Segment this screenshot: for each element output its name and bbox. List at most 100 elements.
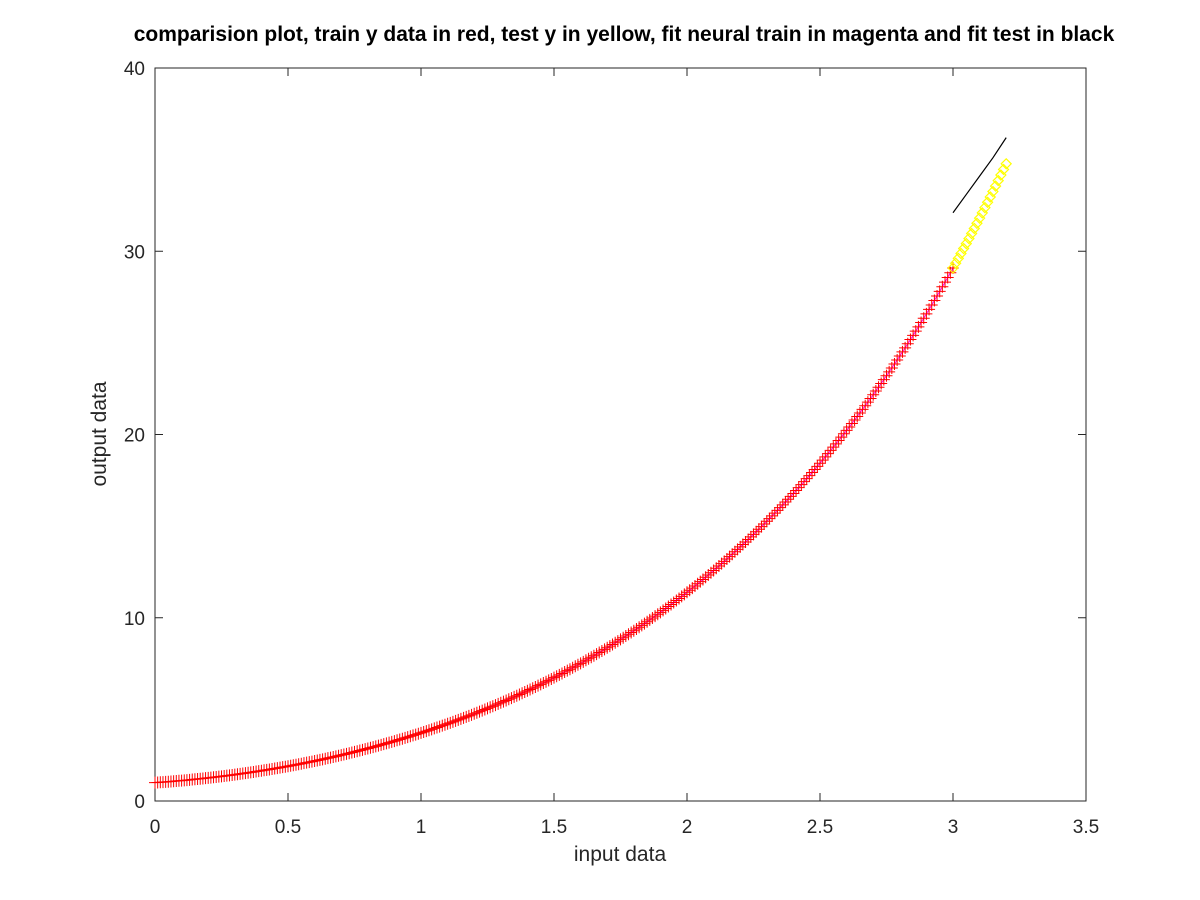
train-point — [513, 688, 526, 701]
train-point — [321, 752, 334, 765]
train-point — [566, 661, 579, 674]
train-point — [558, 666, 571, 679]
train-point — [502, 693, 515, 706]
train-point — [548, 671, 560, 684]
train-point — [319, 752, 332, 765]
train-point — [824, 444, 837, 457]
train-point — [476, 704, 489, 717]
train-point — [412, 727, 425, 740]
train-point — [508, 690, 521, 703]
train-point — [768, 507, 781, 520]
train-point — [289, 758, 302, 771]
train-point — [774, 501, 787, 514]
test-point — [947, 262, 959, 274]
y-tick-label: 10 — [124, 609, 145, 630]
train-point — [941, 271, 954, 284]
train-point — [369, 740, 382, 753]
train-point — [391, 734, 404, 747]
train-point — [577, 655, 590, 668]
y-axis-label: output data — [88, 381, 111, 486]
train-point — [505, 692, 518, 705]
train-point — [454, 712, 467, 725]
train-point — [542, 674, 555, 687]
train-point — [827, 441, 840, 454]
train-point — [497, 695, 510, 708]
test-point — [965, 227, 978, 240]
train-point — [821, 447, 834, 460]
train-point — [569, 660, 582, 673]
train-point — [484, 701, 497, 714]
train-point — [798, 475, 811, 488]
train-point — [340, 747, 353, 760]
train-point — [327, 750, 340, 763]
train-point — [611, 635, 624, 648]
train-point — [947, 262, 959, 275]
train-point — [840, 424, 853, 437]
train-point — [816, 454, 829, 467]
train-point — [726, 548, 739, 561]
train-point — [433, 720, 446, 733]
train-point — [593, 646, 606, 659]
train-point — [468, 707, 481, 720]
train-point — [422, 724, 435, 737]
train-point — [356, 743, 369, 756]
train-point — [380, 737, 393, 750]
train-point — [494, 696, 507, 709]
test-point — [949, 257, 962, 270]
train-point — [744, 530, 757, 543]
x-tick-label: 2.5 — [807, 817, 833, 838]
train-point — [712, 559, 725, 572]
train-point — [540, 675, 553, 688]
train-point — [715, 557, 728, 570]
train-point — [388, 735, 401, 748]
train-point — [377, 738, 390, 751]
train-point — [931, 289, 944, 302]
train-point — [417, 725, 430, 738]
train-point — [550, 670, 563, 683]
train-point — [563, 663, 576, 676]
train-point — [571, 658, 584, 671]
train-point — [393, 733, 406, 746]
train-point — [399, 731, 412, 744]
train-point — [718, 555, 731, 568]
train-point — [614, 633, 627, 646]
train-point — [516, 687, 529, 700]
train-point — [728, 545, 741, 558]
train-point — [383, 736, 396, 749]
train-point — [457, 711, 470, 724]
train-point — [803, 469, 816, 482]
train-point — [595, 644, 608, 657]
x-tick-label: 1.5 — [541, 817, 567, 838]
test-point — [957, 242, 970, 255]
train-point — [747, 528, 760, 541]
test-point — [955, 247, 967, 260]
train-point — [409, 728, 422, 741]
train-point — [335, 749, 348, 762]
train-point — [928, 294, 941, 307]
train-point — [603, 640, 616, 653]
train-point — [385, 735, 398, 748]
train-point — [795, 478, 808, 491]
train-point — [305, 755, 318, 768]
train-point — [521, 684, 534, 697]
train-point — [545, 673, 558, 686]
chart-title: comparision plot, train y data in red, t… — [134, 23, 1115, 46]
train-point — [337, 748, 350, 761]
x-tick-label: 2 — [682, 817, 693, 838]
train-point — [835, 431, 848, 444]
train-point — [555, 667, 568, 680]
train-point — [704, 566, 717, 579]
train-point — [707, 564, 720, 577]
train-point — [561, 664, 574, 677]
train-point — [832, 434, 845, 447]
plot-area — [154, 67, 1087, 802]
train-point — [292, 758, 305, 771]
train-point — [332, 749, 345, 762]
train-point — [771, 504, 784, 517]
train-point — [731, 543, 744, 556]
test-point — [963, 232, 975, 245]
train-point — [763, 512, 776, 525]
train-point — [297, 757, 310, 770]
train-point — [601, 641, 614, 654]
test-point — [960, 237, 973, 250]
